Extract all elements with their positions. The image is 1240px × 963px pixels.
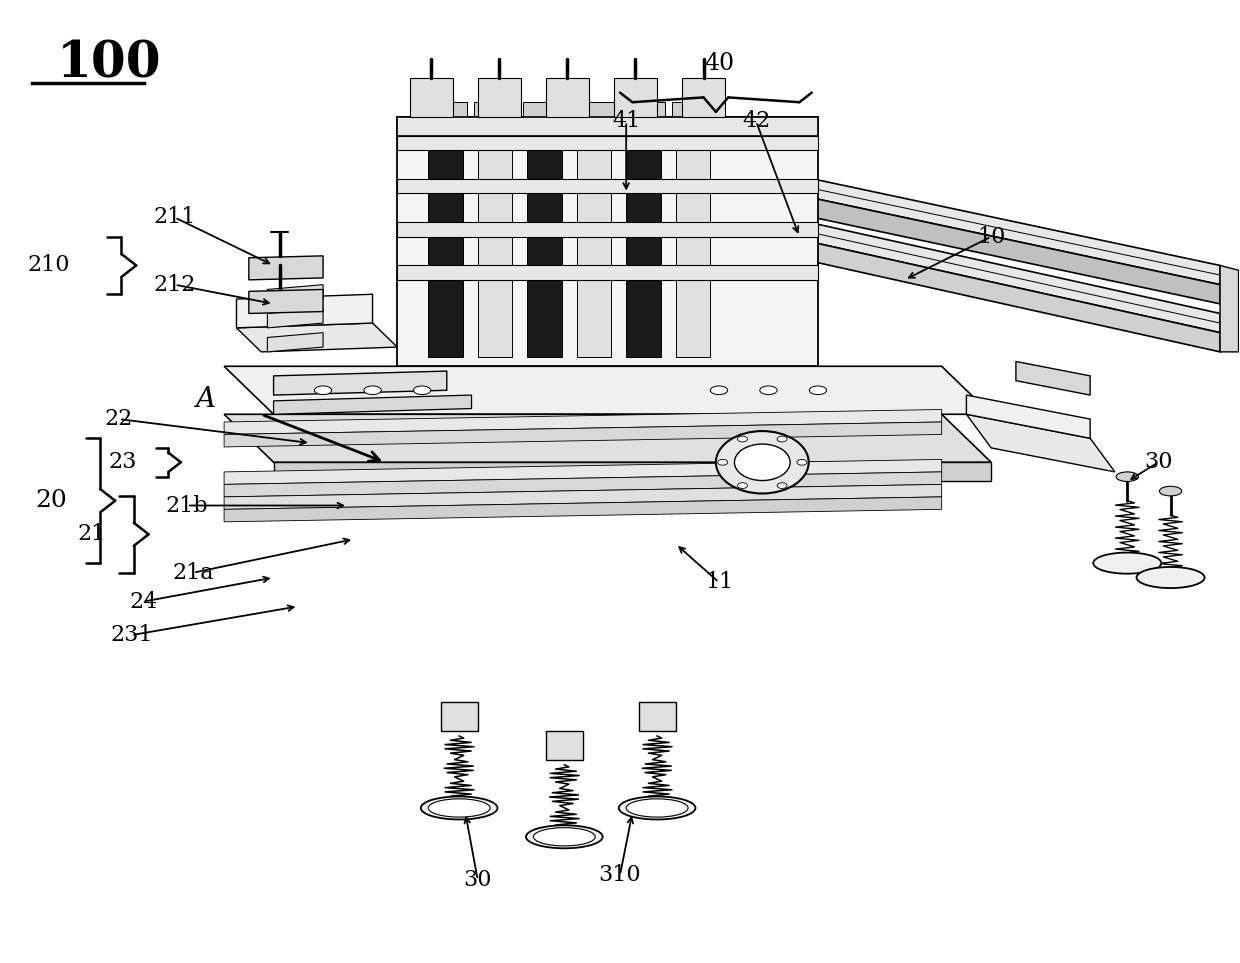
Polygon shape: [249, 256, 324, 280]
Text: 211: 211: [154, 206, 196, 228]
Polygon shape: [424, 102, 466, 126]
Polygon shape: [744, 208, 1220, 332]
Ellipse shape: [760, 386, 777, 395]
Polygon shape: [523, 102, 565, 126]
Ellipse shape: [711, 386, 728, 395]
Polygon shape: [224, 366, 991, 414]
Text: 231: 231: [110, 624, 153, 646]
Polygon shape: [224, 459, 941, 484]
Polygon shape: [224, 497, 941, 522]
Polygon shape: [397, 117, 818, 136]
Polygon shape: [397, 222, 818, 237]
Text: 40: 40: [704, 52, 734, 75]
Ellipse shape: [777, 436, 787, 442]
Text: 21a: 21a: [172, 561, 215, 584]
Text: 20: 20: [35, 489, 67, 512]
Text: 11: 11: [704, 571, 733, 593]
Polygon shape: [397, 136, 818, 150]
Ellipse shape: [738, 482, 748, 488]
Polygon shape: [224, 472, 941, 497]
Polygon shape: [577, 126, 611, 356]
Polygon shape: [1220, 266, 1239, 351]
Ellipse shape: [428, 799, 490, 817]
Polygon shape: [966, 414, 1115, 472]
Ellipse shape: [626, 799, 688, 817]
Text: 21: 21: [78, 523, 105, 545]
Ellipse shape: [619, 796, 696, 820]
Polygon shape: [409, 78, 453, 117]
Ellipse shape: [738, 436, 748, 442]
Polygon shape: [224, 422, 941, 447]
Polygon shape: [249, 290, 324, 314]
Polygon shape: [546, 78, 589, 117]
Polygon shape: [268, 332, 324, 351]
Text: 30: 30: [1145, 452, 1173, 473]
Polygon shape: [224, 409, 941, 434]
Ellipse shape: [1094, 553, 1162, 574]
Polygon shape: [1016, 361, 1090, 395]
Polygon shape: [224, 484, 941, 509]
Polygon shape: [224, 414, 991, 462]
Ellipse shape: [777, 482, 787, 488]
Polygon shape: [274, 462, 991, 482]
Ellipse shape: [810, 386, 827, 395]
Ellipse shape: [413, 386, 430, 395]
Text: 212: 212: [154, 273, 196, 296]
Text: 21b: 21b: [166, 495, 208, 516]
Polygon shape: [744, 227, 1220, 351]
FancyBboxPatch shape: [639, 702, 676, 731]
Polygon shape: [237, 295, 372, 327]
Polygon shape: [573, 102, 615, 126]
Text: 310: 310: [599, 864, 641, 886]
Text: 42: 42: [742, 111, 770, 133]
Text: 210: 210: [27, 254, 69, 276]
Polygon shape: [527, 126, 562, 356]
Ellipse shape: [715, 431, 808, 493]
Polygon shape: [622, 102, 665, 126]
Polygon shape: [626, 126, 661, 356]
Polygon shape: [274, 371, 446, 395]
Text: 100: 100: [57, 39, 161, 89]
Text: 23: 23: [108, 452, 136, 473]
Polygon shape: [397, 179, 818, 194]
Ellipse shape: [315, 386, 332, 395]
Polygon shape: [682, 78, 725, 117]
Ellipse shape: [1137, 567, 1204, 588]
Polygon shape: [428, 126, 463, 356]
Polygon shape: [966, 395, 1090, 438]
Polygon shape: [477, 78, 521, 117]
Text: A: A: [196, 386, 216, 413]
Polygon shape: [769, 189, 1220, 304]
Ellipse shape: [734, 444, 790, 481]
Ellipse shape: [1116, 472, 1138, 482]
Text: 30: 30: [464, 869, 492, 891]
Text: 24: 24: [129, 590, 157, 612]
Ellipse shape: [797, 459, 807, 465]
Polygon shape: [477, 126, 512, 356]
Polygon shape: [474, 102, 516, 126]
Polygon shape: [769, 169, 1220, 285]
Polygon shape: [274, 395, 471, 414]
Ellipse shape: [533, 827, 595, 846]
FancyBboxPatch shape: [546, 731, 583, 760]
Polygon shape: [268, 285, 324, 304]
Text: 22: 22: [105, 408, 133, 430]
Polygon shape: [397, 266, 818, 280]
Text: 41: 41: [613, 111, 640, 133]
Polygon shape: [672, 102, 714, 126]
Polygon shape: [397, 117, 818, 366]
FancyBboxPatch shape: [440, 702, 477, 731]
Ellipse shape: [718, 459, 728, 465]
Polygon shape: [676, 126, 711, 356]
Polygon shape: [237, 323, 397, 351]
Polygon shape: [614, 78, 657, 117]
Ellipse shape: [420, 796, 497, 820]
Text: 10: 10: [977, 225, 1006, 247]
Ellipse shape: [1159, 486, 1182, 496]
Ellipse shape: [363, 386, 381, 395]
Polygon shape: [268, 309, 324, 327]
Ellipse shape: [526, 825, 603, 848]
